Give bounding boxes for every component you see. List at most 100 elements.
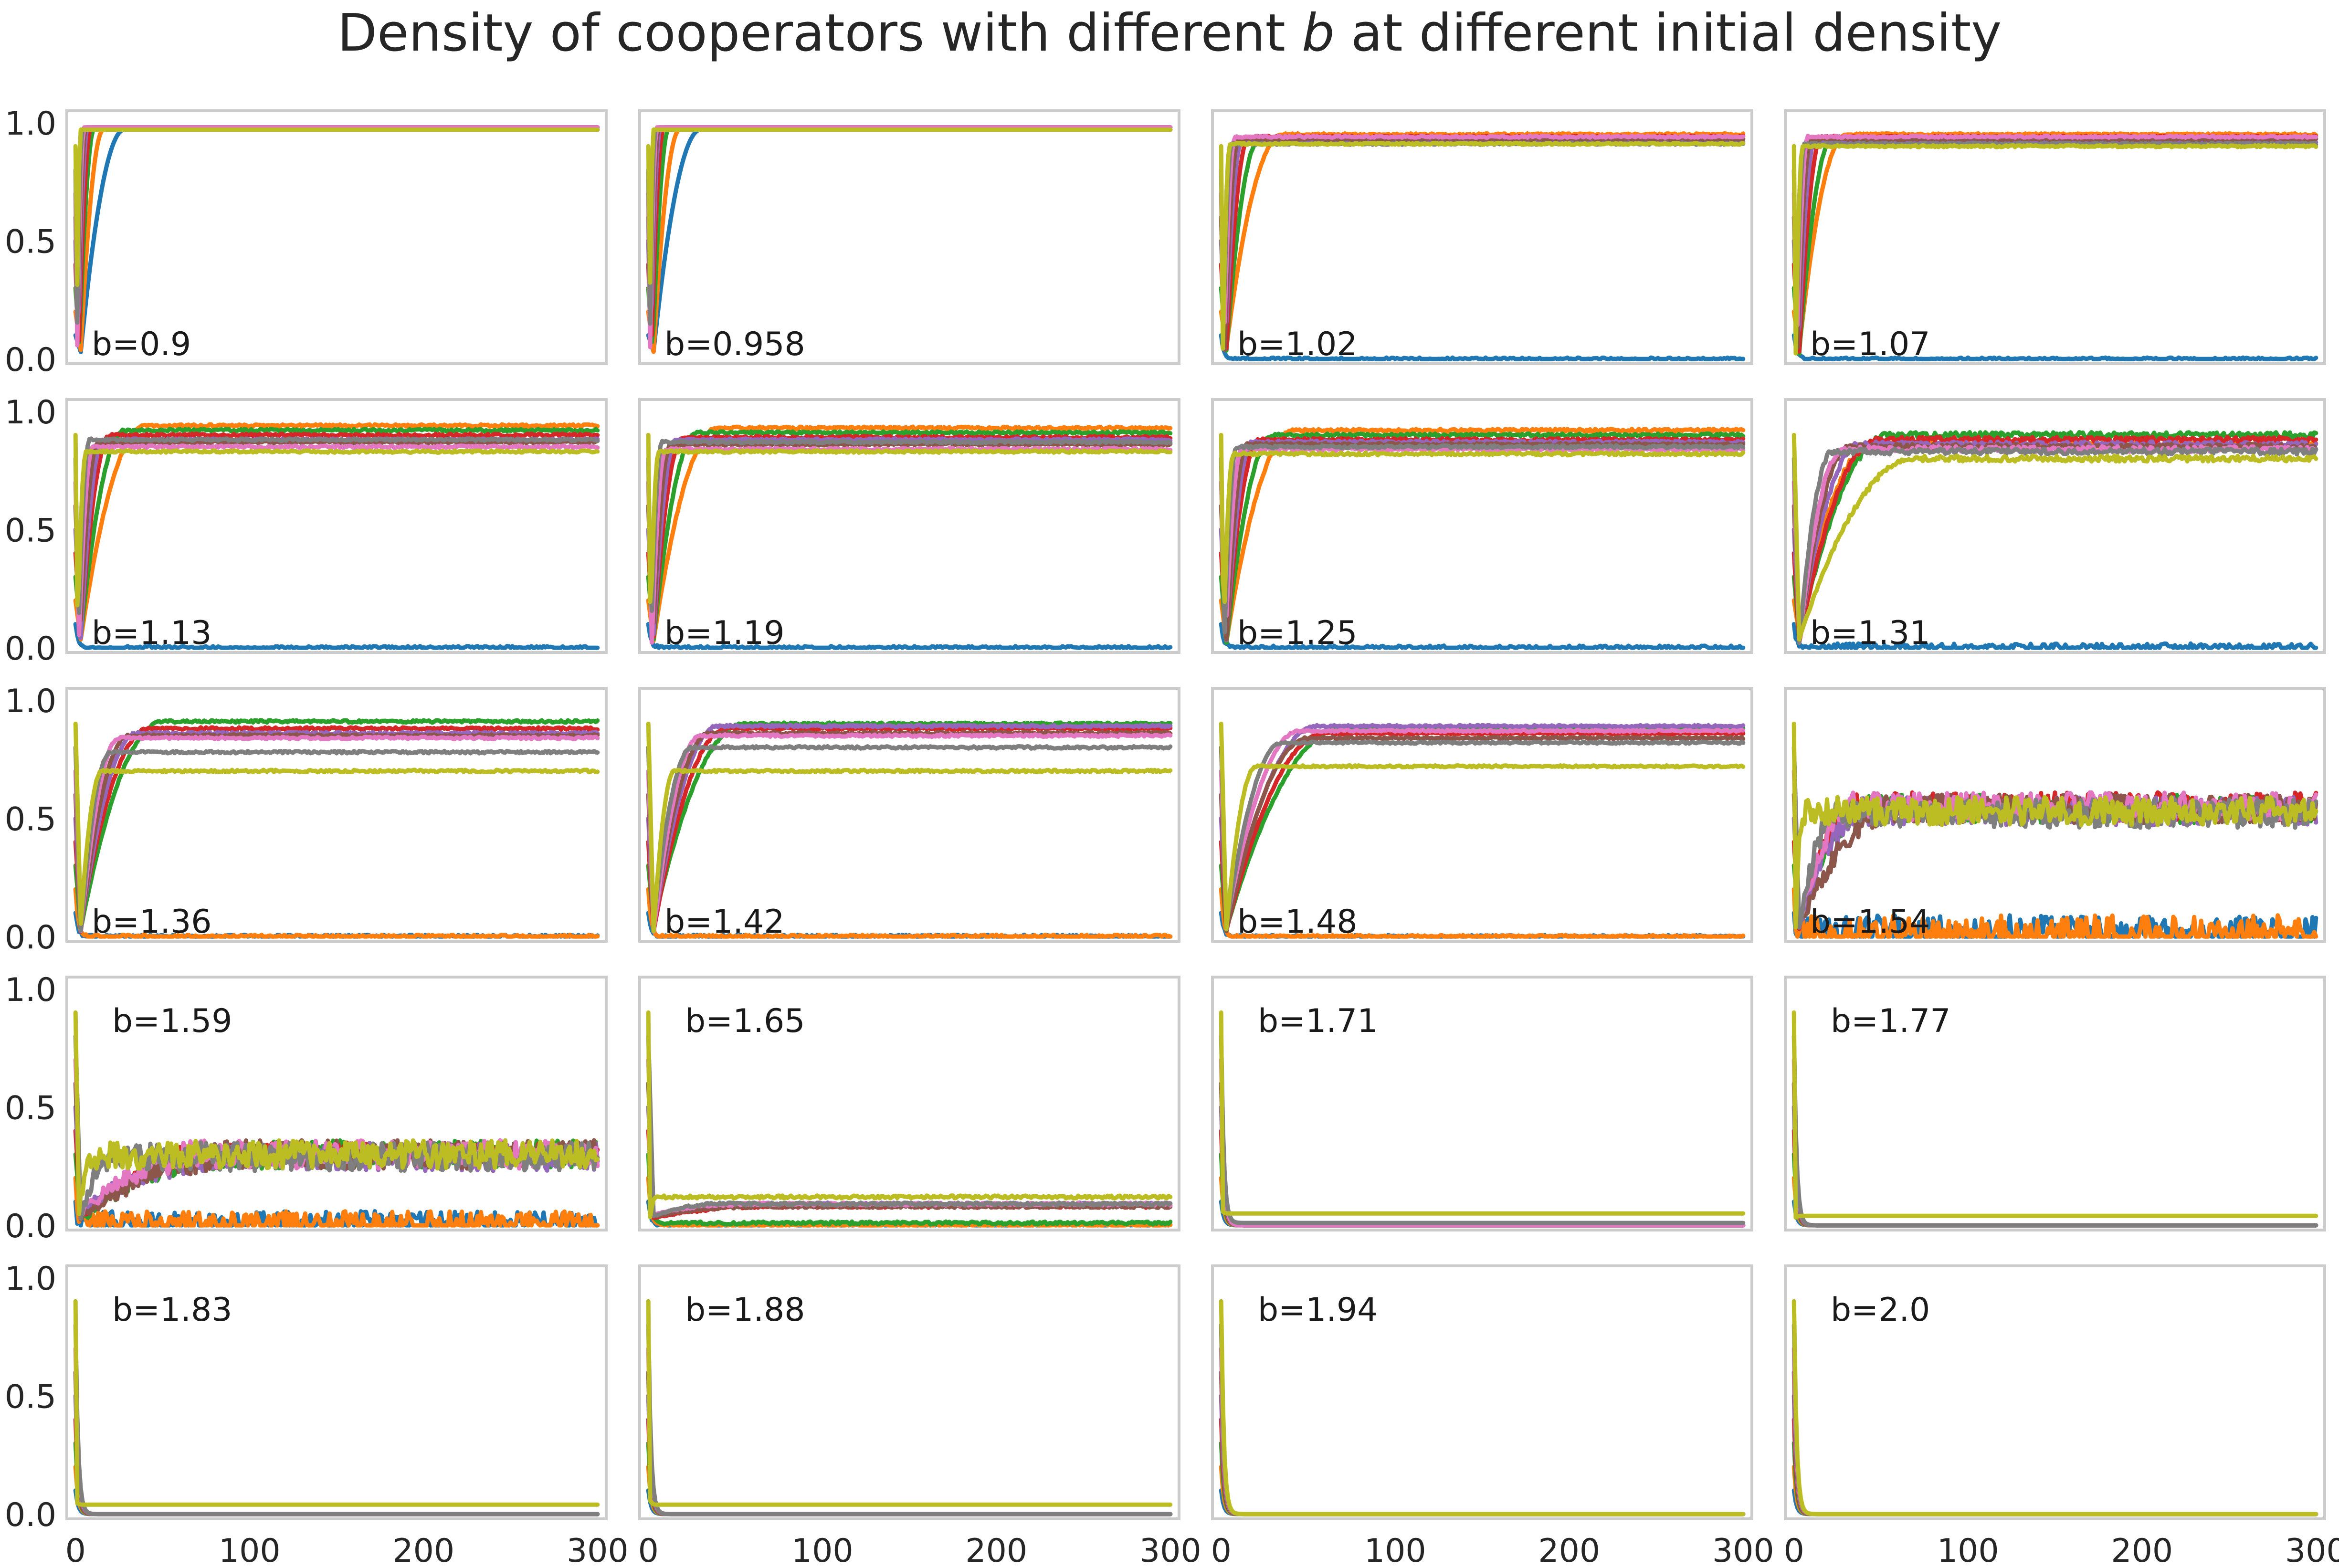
panel-frame (1784, 398, 2326, 654)
panel-11: b=1.48 (1211, 687, 1753, 943)
x-tick-label: 200 (2111, 1532, 2173, 1568)
panel-frame (638, 109, 1180, 365)
series-line-3 (73, 718, 600, 932)
series-line-3 (73, 125, 600, 345)
series-line-5 (646, 1393, 1173, 1516)
panel-19: 0 100 200 300 b=1.94 (1211, 1264, 1774, 1568)
panel-b-label: b=1.02 (1237, 326, 1358, 363)
panel-frame (65, 1264, 608, 1520)
panel-18: 0 100 200 300 b=1.88 (638, 1264, 1201, 1568)
panel-b-label: b=1.94 (1258, 1291, 1378, 1329)
series-line-3 (646, 125, 1173, 345)
series-line-1 (1219, 333, 1746, 361)
series-line-6 (73, 125, 600, 331)
series-line-5 (1219, 1393, 1746, 1516)
series-line-8 (1791, 745, 2318, 930)
series-line-1 (1219, 1488, 1746, 1516)
series-line-2 (1219, 1176, 1746, 1228)
x-tick-label: 200 (965, 1532, 1027, 1568)
panel-frame (1211, 398, 1753, 654)
panel-frame (1211, 1264, 1753, 1520)
series-line-8 (1219, 443, 1746, 635)
panel-b-label: b=1.54 (1810, 903, 1930, 941)
y-tick-label: 0.5 (5, 223, 56, 261)
series-line-7 (73, 125, 600, 347)
series-line-7 (1791, 444, 2318, 643)
series-line-7 (73, 1057, 600, 1217)
series-line-7 (646, 1057, 1173, 1217)
panel-series (1219, 721, 1746, 939)
series-line-8 (1791, 1034, 2318, 1228)
series-line-7 (73, 735, 600, 933)
series-line-7 (1219, 727, 1746, 925)
panel-series (1219, 131, 1746, 361)
series-line-2 (73, 1176, 600, 1228)
y-tick-label: 1.0 (5, 971, 56, 1009)
panel-frame (1784, 976, 2326, 1231)
panel-frame (638, 398, 1180, 654)
panel-7: b=1.25 (1211, 398, 1753, 654)
series-line-2 (1791, 1176, 2318, 1228)
x-tick-label: 300 (567, 1532, 629, 1568)
series-line-3 (646, 1152, 1173, 1227)
series-line-7 (1791, 134, 2318, 327)
panel-3: b=1.02 (1211, 109, 1753, 365)
series-line-9 (1791, 143, 2318, 356)
series-line-9 (1791, 1010, 2318, 1220)
series-line-2 (73, 887, 600, 939)
series-line-9 (646, 127, 1173, 285)
y-tick-label: 1.0 (5, 394, 56, 431)
series-line-7 (73, 443, 600, 637)
panel-20: 0 100 200 300 b=2.0 (1784, 1264, 2339, 1568)
title-variable: b (1302, 3, 1335, 63)
x-tick-label: 300 (2285, 1532, 2339, 1568)
y-tick-label: 0.0 (5, 1208, 56, 1245)
panel-series (646, 125, 1173, 354)
series-line-3 (1219, 725, 1746, 932)
panel-b-label: b=1.07 (1810, 326, 1930, 363)
series-line-4 (646, 125, 1173, 337)
series-line-9 (646, 1299, 1173, 1507)
series-line-7 (1791, 1057, 2318, 1228)
panel-5: 0.0 0.5 1.0 b=1.13 (5, 394, 608, 668)
series-line-6 (73, 732, 600, 934)
series-line-2 (646, 127, 1173, 354)
y-tick-label: 0.0 (5, 919, 56, 957)
x-tick-label: 0 (65, 1532, 86, 1568)
series-line-4 (1219, 134, 1746, 351)
panel-9: 0.0 0.5 1.0 b=1.36 (5, 683, 608, 957)
panel-series (1791, 131, 2318, 361)
series-line-1 (73, 1488, 600, 1516)
x-tick-label: 0 (1784, 1532, 1804, 1568)
panel-frame (638, 687, 1180, 943)
series-line-4 (646, 434, 1173, 639)
series-line-6 (1219, 735, 1746, 934)
series-line-8 (646, 127, 1173, 326)
panel-series (646, 424, 1173, 650)
series-line-7 (73, 1346, 600, 1516)
series-line-9 (1219, 721, 1746, 932)
series-line-5 (1219, 723, 1746, 929)
y-tick-label: 0.5 (5, 512, 56, 549)
y-tick-label: 0.5 (5, 800, 56, 838)
panel-b-label: b=1.13 (92, 614, 212, 652)
series-line-7 (1219, 1057, 1746, 1228)
y-tick-label: 0.0 (5, 630, 56, 668)
series-line-2 (1219, 426, 1746, 644)
series-line-8 (1791, 140, 2318, 320)
panel-8: b=1.31 (1784, 398, 2326, 654)
panel-b-label: b=2.0 (1831, 1291, 1930, 1329)
series-line-5 (646, 436, 1173, 637)
panel-series (73, 718, 600, 939)
panel-series (1791, 430, 2318, 650)
series-line-9 (73, 1010, 600, 1216)
panel-16: b=1.77 (1784, 976, 2326, 1231)
series-line-4 (73, 725, 600, 926)
panel-frame (1211, 687, 1753, 943)
series-line-5 (73, 125, 600, 324)
panel-series (1791, 1010, 2318, 1228)
panel-2: b=0.958 (638, 109, 1180, 365)
panel-series (1219, 1299, 1746, 1516)
y-tick-label: 1.0 (5, 1260, 56, 1298)
series-line-9 (1219, 1010, 1746, 1216)
